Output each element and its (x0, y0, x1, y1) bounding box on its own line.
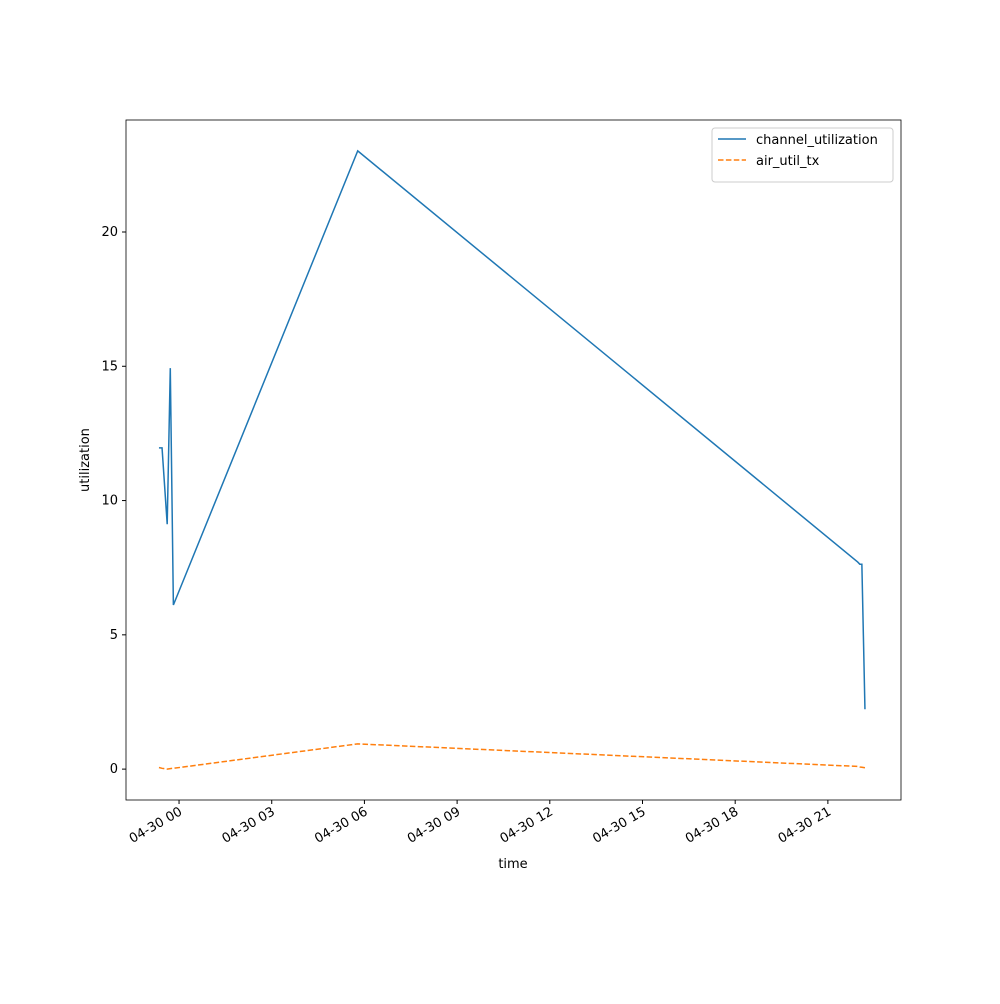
y-tick-label: 0 (110, 762, 118, 777)
y-tick-label: 15 (101, 359, 118, 374)
y-axis-label: utilization (78, 428, 93, 492)
legend-label: channel_utilization (756, 133, 878, 148)
plot-frame (125, 119, 902, 801)
legend-box (711, 127, 894, 183)
x-axis-label: time (498, 857, 527, 872)
y-tick-label: 10 (101, 494, 118, 509)
y-tick-label: 5 (110, 628, 118, 643)
legend-label: air_util_tx (756, 154, 820, 169)
y-tick-label: 20 (101, 225, 118, 240)
series-line (158, 743, 866, 770)
series-line (158, 149, 866, 710)
